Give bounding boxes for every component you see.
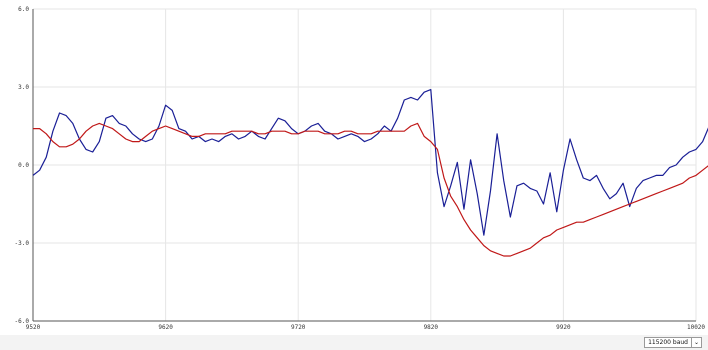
tick-labels: 9520 9620 9720 9820 9920 10020 6.0 3.0 0.0 -3.0 -6…: [15, 6, 706, 331]
series-line-2: [33, 122, 708, 257]
chart-axes: [32, 9, 696, 322]
plot-chart: 9520 9620 9720 9820 9920 10020 6.0 3.0 0.0 -3.0 -6…: [15, 6, 708, 331]
x-tick-label: 9720: [291, 324, 306, 331]
y-tick-label: -3.0: [15, 240, 30, 247]
y-tick-label: 3.0: [18, 84, 29, 91]
x-tick-label: 9820: [424, 324, 439, 331]
grid-lines: [33, 8, 697, 321]
x-tick-label: 9520: [26, 324, 41, 331]
x-tick-label: 9920: [556, 324, 571, 331]
data-series: [32, 89, 708, 257]
y-tick-label: 6.0: [18, 6, 29, 13]
y-tick-label: -6.0: [15, 318, 30, 325]
x-tick-label: 9620: [158, 324, 173, 331]
chevron-down-icon[interactable]: ⌄: [691, 338, 701, 347]
baud-rate-select[interactable]: 115200 baud ⌄: [644, 337, 702, 348]
y-tick-label: 0.0: [18, 162, 29, 169]
plotter-toolbar: 115200 baud ⌄: [0, 335, 708, 350]
series-line-1: [32, 89, 708, 236]
baud-rate-value: 115200 baud: [648, 339, 688, 346]
x-tick-label: 10020: [687, 324, 705, 331]
